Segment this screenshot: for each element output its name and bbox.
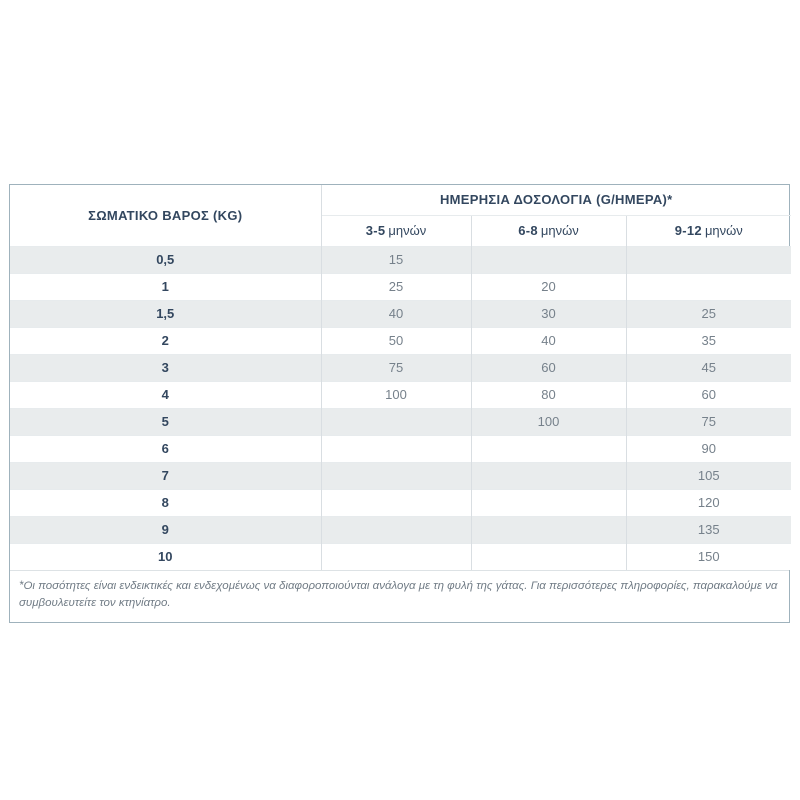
- table-body: 0,5 15 1 25 20 1,5 40 30 25: [10, 245, 792, 570]
- dosage-cell: 90: [625, 434, 792, 462]
- age-range-label: 9-12: [674, 223, 702, 238]
- dosage-cell: [320, 542, 471, 570]
- dosage-cell: 120: [625, 488, 792, 516]
- dosage-cell: [320, 461, 471, 489]
- dosage-cell: 30: [470, 299, 626, 327]
- table-row: 1 25 20: [10, 272, 792, 300]
- weight-cell: 7: [10, 461, 321, 489]
- table-row: 5 100 75: [10, 407, 792, 435]
- dosage-cell: 45: [625, 353, 792, 381]
- table-row: 3 75 60 45: [10, 353, 792, 381]
- dosage-cell: [470, 542, 626, 570]
- dosage-cell: 40: [470, 326, 626, 354]
- dosage-cell: 100: [470, 407, 626, 435]
- weight-cell: 1,5: [10, 299, 321, 327]
- dosage-cell: [320, 407, 471, 435]
- dosage-cell: 40: [320, 299, 471, 327]
- dosage-cell: [470, 245, 626, 273]
- dosage-cell: [625, 272, 792, 300]
- table-row: 8 120: [10, 488, 792, 516]
- weight-cell: 3: [10, 353, 321, 381]
- table-row: 9 135: [10, 515, 792, 543]
- header-row-ages: 3-5 μηνών 6-8 μηνών 9-12 μηνών: [10, 214, 792, 246]
- table-header: ΣΩΜΑΤΙΚΟ ΒΑΡΟΣ (KG) ΗΜΕΡΗΣΙΑ ΔΟΣΟΛΟΓΙΑ (…: [10, 185, 792, 246]
- dosage-cell: [320, 488, 471, 516]
- dosage-cell: 15: [320, 245, 471, 273]
- dosage-cell: [470, 461, 626, 489]
- table-row: 4 100 80 60: [10, 380, 792, 408]
- dosage-cell: 105: [625, 461, 792, 489]
- dosage-cell: 135: [625, 515, 792, 543]
- age-header-6-8: 6-8 μηνών: [470, 214, 626, 246]
- dosage-cell: 50: [320, 326, 471, 354]
- dosage-cell: 100: [320, 380, 471, 408]
- weight-cell: 6: [10, 434, 321, 462]
- age-header-3-5: 3-5 μηνών: [320, 214, 471, 246]
- dosage-cell: [320, 434, 471, 462]
- age-unit-label: μηνών: [388, 223, 427, 238]
- table-row: 6 90: [10, 434, 792, 462]
- weight-cell: 9: [10, 515, 321, 543]
- weight-cell: 1: [10, 272, 321, 300]
- table-row: 1,5 40 30 25: [10, 299, 792, 327]
- dosage-cell: 80: [470, 380, 626, 408]
- dosage-cell: 75: [320, 353, 471, 381]
- dosage-cell: 20: [470, 272, 626, 300]
- weight-cell: 2: [10, 326, 321, 354]
- table-row: 10 150: [10, 542, 792, 570]
- dosage-cell: [470, 515, 626, 543]
- dosage-cell: 25: [320, 272, 471, 300]
- table-row: 2 50 40 35: [10, 326, 792, 354]
- age-range-label: 3-5: [365, 223, 386, 238]
- dosage-table: ΣΩΜΑΤΙΚΟ ΒΑΡΟΣ (KG) ΗΜΕΡΗΣΙΑ ΔΟΣΟΛΟΓΙΑ (…: [10, 185, 792, 570]
- dosage-cell: 60: [470, 353, 626, 381]
- dosage-cell: [470, 434, 626, 462]
- weight-cell: 0,5: [10, 245, 321, 273]
- table-row: 0,5 15: [10, 245, 792, 273]
- footnote-text: *Οι ποσότητες είναι ενδεικτικές και ενδε…: [10, 570, 789, 622]
- weight-header-cell: ΣΩΜΑΤΙΚΟ ΒΑΡΟΣ (KG): [88, 207, 243, 223]
- dosage-cell: [320, 515, 471, 543]
- dosage-title-cell: ΗΜΕΡΗΣΙΑ ΔΟΣΟΛΟΓΙΑ (G/ΗΜΕΡΑ)*: [320, 185, 792, 215]
- dosage-cell: 150: [625, 542, 792, 570]
- age-unit-label: μηνών: [704, 223, 743, 238]
- header-row-title: ΣΩΜΑΤΙΚΟ ΒΑΡΟΣ (KG) ΗΜΕΡΗΣΙΑ ΔΟΣΟΛΟΓΙΑ (…: [10, 185, 792, 223]
- age-header-9-12: 9-12 μηνών: [625, 214, 792, 246]
- dosage-table-section: ΣΩΜΑΤΙΚΟ ΒΑΡΟΣ (KG) ΗΜΕΡΗΣΙΑ ΔΟΣΟΛΟΓΙΑ (…: [9, 184, 792, 623]
- dosage-cell: 60: [625, 380, 792, 408]
- dosage-cell: [470, 488, 626, 516]
- weight-cell: 4: [10, 380, 321, 408]
- age-unit-label: μηνών: [540, 223, 579, 238]
- dosage-cell: 35: [625, 326, 792, 354]
- dosage-cell: 25: [625, 299, 792, 327]
- age-range-label: 6-8: [518, 223, 538, 238]
- dosage-cell: 75: [625, 407, 792, 435]
- table-row: 7 105: [10, 461, 792, 489]
- weight-cell: 10: [10, 542, 321, 570]
- weight-cell: 8: [10, 488, 321, 516]
- dosage-cell: [625, 245, 792, 273]
- weight-cell: 5: [10, 407, 321, 435]
